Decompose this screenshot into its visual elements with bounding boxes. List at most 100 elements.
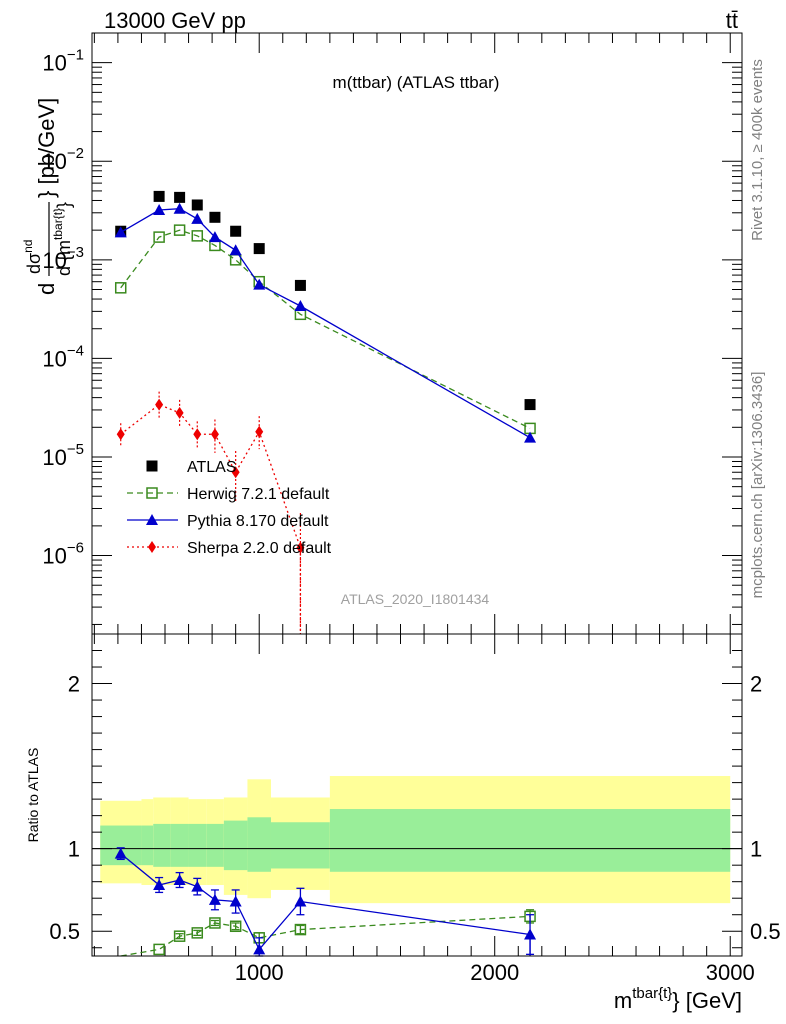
atlas-point	[524, 399, 536, 411]
ratio-band-inner	[247, 817, 271, 872]
sherpa-point	[175, 406, 184, 419]
x-axis-label: mtbar{t}} [GeV]	[614, 985, 742, 1013]
ratio-band-inner	[206, 823, 224, 867]
herwig-ratio-point	[294, 923, 307, 936]
x-label-sup: tbar{t}	[632, 985, 672, 1002]
y-tick-label: 10−1	[42, 47, 84, 76]
ratio-y-tick-label-right: 2	[750, 672, 762, 697]
pythia-ratio-point	[173, 874, 186, 886]
y-tick-label: 10−5	[42, 441, 84, 470]
atlas-point	[209, 211, 221, 223]
legend-herwig-label: Herwig 7.2.1 default	[187, 486, 330, 503]
ratio-series	[114, 847, 537, 957]
herwig-line	[120, 229, 531, 429]
pythia-point	[294, 300, 307, 312]
ratio-bands	[92, 776, 742, 904]
atlas-point	[153, 190, 165, 202]
herwig-ratio-point	[173, 930, 186, 942]
pythia-ratio-point	[191, 880, 204, 892]
pythia-ratio-point	[229, 895, 242, 907]
ratio-x-axis: 1000 2000 3000	[93, 634, 755, 985]
chart-title: m(ttbar) (ATLAS ttbar)	[333, 73, 500, 92]
legend-herwig-marker	[146, 487, 158, 499]
legend-sherpa-label: Sherpa 2.2.0 default	[187, 540, 332, 557]
pythia-point	[191, 212, 204, 224]
sherpa-point	[116, 428, 125, 441]
x-tick-label: 1000	[235, 960, 284, 985]
atlas-point	[174, 191, 186, 203]
process-label: tt̄	[726, 8, 738, 33]
rivet-version-label: Rivet 3.1.10, ≥ 400k events	[749, 59, 766, 241]
main-x-axis	[93, 33, 731, 634]
herwig-point	[153, 231, 165, 243]
herwig-ratio-line	[120, 915, 531, 957]
pythia-point	[524, 431, 537, 443]
legend-pythia-label: Pythia 8.170 default	[187, 513, 329, 530]
ratio-y-tick-label-left: 2	[68, 672, 80, 697]
ratio-panel: 0.5 0.5 1 1 2 2 1000 2000 3000 Ratio to ATLAS	[25, 633, 781, 985]
ratio-y-tick-label-right: 1	[750, 837, 762, 862]
y-label-denominator: d {mtbar{t}}	[51, 202, 74, 276]
legend-atlas-marker	[146, 460, 158, 472]
analysis-id-label: ATLAS_2020_I1801434	[341, 591, 490, 607]
ratio-frame	[91, 633, 743, 957]
pythia-ratio-point	[153, 878, 166, 890]
pythia-ratio-point	[294, 895, 307, 907]
ratio-band-inner	[270, 822, 330, 869]
ratio-y-tick-label-left: 1	[68, 837, 80, 862]
pythia-ratio-point	[114, 847, 127, 859]
x-tick-label: 3000	[706, 960, 755, 985]
y-tick-label: 10−6	[42, 540, 84, 569]
herwig-ratio-point	[229, 920, 242, 933]
atlas-point	[253, 243, 265, 255]
herwig-ratio-point	[191, 927, 204, 939]
y-label-numerator: dσnd	[21, 240, 44, 274]
pythia-point	[114, 226, 127, 238]
legend-sherpa-marker	[148, 541, 156, 553]
sherpa-point	[231, 466, 240, 479]
y-tick-label: 10−4	[42, 342, 84, 371]
y-tick-label: 10−3	[42, 244, 84, 273]
sherpa-point	[255, 425, 264, 438]
pythia-ratio-point	[253, 943, 266, 955]
pythia-ratio-point	[524, 928, 537, 940]
x-tick-label: 2000	[470, 960, 519, 985]
legend: ATLAS Herwig 7.2.1 default Pythia 8.170 de…	[127, 459, 332, 557]
x-label-base: m	[614, 988, 632, 1013]
ratio-band-inner	[170, 823, 189, 867]
herwig-point	[191, 230, 204, 242]
sherpa-point	[296, 541, 305, 554]
ratio-band-inner	[223, 820, 248, 871]
sherpa-point	[210, 428, 219, 441]
ratio-band-inner	[141, 825, 154, 866]
herwig-ratio-point	[153, 943, 165, 956]
sherpa-point	[155, 398, 164, 411]
herwig-ratio-point	[209, 917, 221, 929]
ratio-y-tick-label-left: 0.5	[49, 919, 80, 944]
pythia-point	[153, 204, 166, 216]
legend-atlas-label: ATLAS	[187, 459, 237, 476]
x-label-tail: } [GeV]	[672, 988, 742, 1013]
ratio-band-inner	[188, 823, 207, 867]
main-y-axis: 10−1 10−2 10−3 10−4 10−5 10−6	[42, 32, 742, 625]
atlas-point	[230, 225, 242, 237]
main-y-axis-label: d dσnd d {mtbar{t}} } [pb/GeV]	[21, 98, 74, 295]
ratio-y-tick-label-right: 0.5	[750, 919, 781, 944]
ratio-band-inner	[153, 823, 171, 867]
y-tick-label: 10−2	[42, 145, 84, 174]
pythia-point	[208, 231, 221, 243]
y-label-unit: } [pb/GeV]	[34, 98, 59, 198]
y-label-d: d	[34, 283, 59, 295]
main-series	[114, 190, 537, 634]
mcplots-label: mcplots.cern.ch [arXiv:1306.3436]	[749, 372, 766, 599]
pythia-line	[120, 208, 531, 439]
herwig-point	[173, 224, 186, 236]
pythia-point	[253, 278, 266, 290]
ratio-y-axis-label: Ratio to ATLAS	[25, 748, 41, 843]
ratio-y-axis: 0.5 0.5 1 1 2 2	[49, 650, 781, 949]
sherpa-point	[193, 428, 202, 441]
atlas-point	[191, 199, 203, 211]
pythia-point	[229, 244, 242, 256]
beam-label: 13000 GeV pp	[104, 8, 246, 33]
